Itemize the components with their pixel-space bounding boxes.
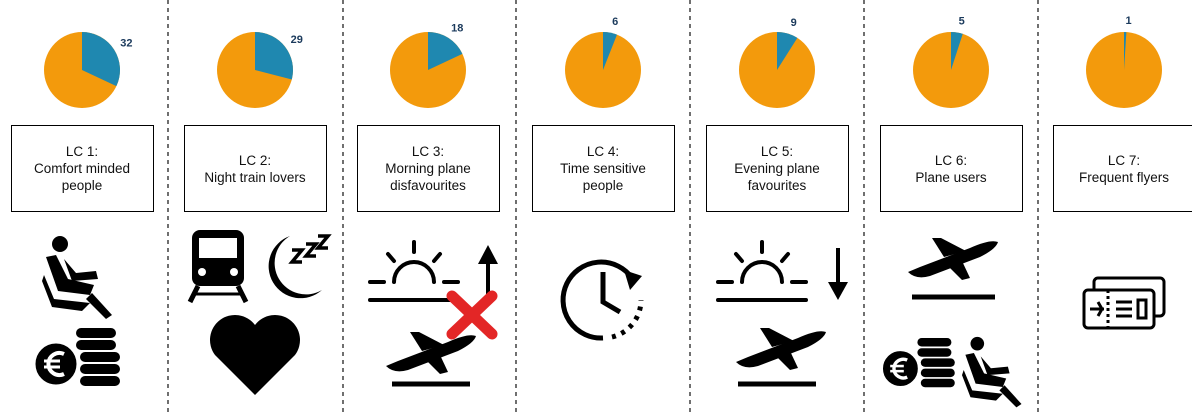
segment-box: LC 2: Night train lovers bbox=[183, 125, 327, 212]
sunrise-icon bbox=[716, 240, 808, 302]
plane-icon bbox=[736, 328, 826, 370]
segment-title: LC 1: bbox=[65, 144, 99, 159]
segment-title: LC 7: bbox=[1107, 152, 1141, 168]
recliner-icon bbox=[962, 336, 1022, 408]
pie-wedge bbox=[82, 32, 120, 87]
pie-wedge bbox=[255, 32, 293, 80]
segment-name: Plane users bbox=[915, 169, 987, 185]
segment-name: Comfort minded people bbox=[33, 161, 131, 193]
segment-name: Night train lovers bbox=[204, 169, 306, 185]
plane-icon bbox=[908, 238, 998, 280]
arrow-down-icon bbox=[828, 248, 848, 300]
pie-label: 32 bbox=[120, 38, 132, 50]
plane-icon bbox=[386, 332, 476, 374]
pie-label: 9 bbox=[791, 17, 797, 29]
segment-box: LC 1: Comfort minded people bbox=[10, 125, 154, 212]
pie-wedge bbox=[951, 32, 963, 70]
segment-box: LC 4: Time sensitive people bbox=[531, 125, 675, 212]
segment-title: LC 4: bbox=[586, 144, 620, 159]
pie-label: 29 bbox=[291, 34, 303, 46]
train-icon bbox=[187, 230, 249, 304]
segment-name: Evening plane favourites bbox=[734, 161, 820, 193]
cross-icon bbox=[446, 290, 498, 340]
pie-label: 6 bbox=[612, 16, 618, 28]
segment-name: Time sensitive people bbox=[560, 161, 646, 193]
coins-icon bbox=[32, 326, 122, 388]
pie-wedge bbox=[777, 32, 798, 70]
pie-wedge bbox=[1124, 32, 1127, 70]
moon-icon bbox=[268, 234, 332, 299]
separators bbox=[167, 0, 1039, 416]
segment-box: LC 6: Plane users bbox=[879, 125, 1023, 212]
segment-box: LC 7: Frequent flyers bbox=[1052, 125, 1192, 212]
heart-icon bbox=[209, 315, 300, 395]
segment-title: LC 6: bbox=[934, 152, 968, 168]
segment-title: LC 5: bbox=[760, 144, 794, 159]
pie-wedge bbox=[603, 32, 617, 70]
segment-box: LC 3: Morning plane disfavourites bbox=[356, 125, 500, 212]
segment-name: Frequent flyers bbox=[1078, 169, 1170, 185]
pie-label: 5 bbox=[959, 16, 965, 28]
segment-title: LC 3: bbox=[411, 144, 445, 159]
pie-label: 1 bbox=[1125, 15, 1131, 27]
coins-icon bbox=[880, 336, 957, 389]
segment-title: LC 2: bbox=[238, 152, 272, 168]
clock-arrow bbox=[624, 270, 642, 290]
sunrise-icon bbox=[368, 240, 460, 302]
recliner-icon bbox=[42, 236, 112, 319]
clock-icon bbox=[560, 259, 644, 341]
segment-box: LC 5: Evening plane favourites bbox=[705, 125, 849, 212]
pie-wedge bbox=[428, 32, 463, 70]
pie-label: 18 bbox=[451, 23, 463, 35]
tickets-icon bbox=[1082, 276, 1166, 330]
segment-name: Morning plane disfavourites bbox=[385, 161, 471, 193]
